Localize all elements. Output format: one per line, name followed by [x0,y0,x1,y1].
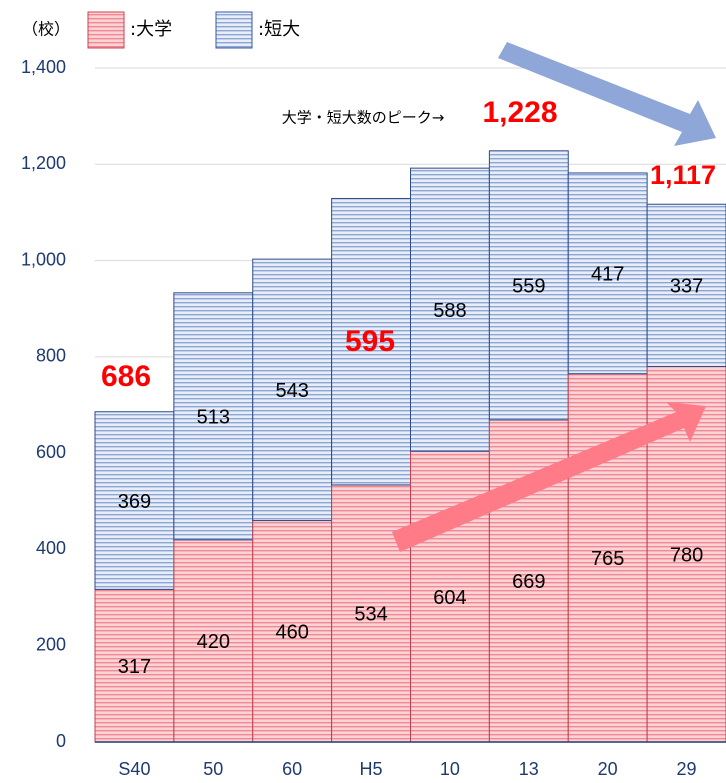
bar-segment [252,258,333,522]
y-tick-label: 1,000 [21,249,66,269]
value-label: 317 [118,656,151,678]
annotation: 595 [345,325,395,358]
value-label: 765 [591,548,624,570]
y-tick-label: 0 [56,731,66,751]
x-tick-label: 13 [519,759,539,779]
value-label: 513 [197,407,230,429]
bar-segment [567,172,648,375]
legend-swatch [215,11,253,49]
unit-label: （校） [22,20,70,39]
y-tick-label: 200 [36,634,66,654]
value-label: 780 [670,545,703,567]
bar-segment [488,150,569,421]
value-label: 420 [197,631,230,653]
legend-label: :短大 [258,19,300,40]
annotation: 大学・短大数のピーク→ [282,109,445,127]
y-tick-label: 800 [36,346,66,366]
legend-label: :大学 [130,19,172,40]
annotation: 1,228 [482,96,557,129]
arrow-pink [392,402,706,552]
x-tick-label: 20 [598,759,618,779]
x-tick-label: 50 [203,759,223,779]
arrow-blue [498,42,716,146]
value-label: 460 [276,622,309,644]
x-tick-label: 29 [677,759,697,779]
value-label: 604 [433,587,466,609]
value-label: 369 [118,491,151,513]
annotation: 1,117 [650,160,716,190]
value-label: 534 [354,604,387,626]
x-tick-label: S40 [118,759,150,779]
bar-segment [331,197,411,486]
x-tick-label: H5 [360,759,383,779]
annotation: 686 [101,360,151,393]
bar-segment [173,539,254,743]
value-label: 543 [276,380,309,402]
x-tick-label: 60 [282,759,302,779]
y-tick-label: 1,200 [21,153,66,173]
value-label: 588 [433,300,466,322]
value-label: 417 [591,264,624,286]
bar-segment [410,167,490,452]
bar-segment [331,484,411,743]
y-tick-label: 1,400 [21,57,66,77]
bar-segment [173,292,254,541]
bar-segment [252,520,333,743]
x-tick-label: 10 [440,759,460,779]
bar-segment [94,411,175,590]
value-label: 669 [512,571,545,593]
bar-segment [646,203,726,367]
legend-swatch [87,11,125,49]
y-tick-label: 400 [36,538,66,558]
value-label: 337 [670,276,703,298]
value-label: 559 [512,276,545,298]
y-tick-label: 600 [36,442,66,462]
